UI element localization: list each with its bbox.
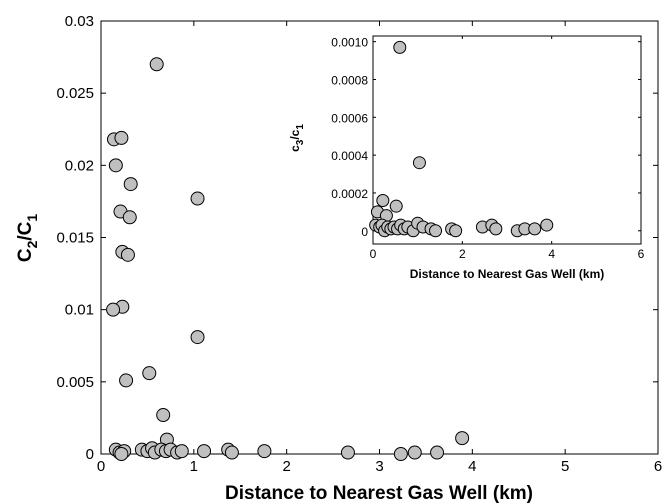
main-y-title-slash-c1: /C: [15, 221, 36, 240]
main-data-point: [224, 445, 239, 460]
inset-data-point: [540, 218, 554, 232]
main-x-tick-label: 6: [654, 458, 662, 475]
inset-y-tick-label: 0.0010: [331, 36, 368, 50]
main-data-point: [122, 210, 137, 225]
main-y-tick-label: 0.015: [56, 230, 94, 247]
main-data-point: [114, 130, 129, 145]
main-y-tick-label: 0: [86, 446, 94, 463]
inset-data-point: [376, 194, 390, 208]
main-chart: 0 1 2 3 4 5 6 0 0.005 0.01 0.015 0.02 0.025 0.03 Dis…: [15, 13, 662, 504]
main-x-tick-label: 0: [97, 458, 105, 475]
main-x-tick-labels: 0 1 2 3 4 5 6: [97, 458, 662, 475]
inset-y-axis-title: c3/c1: [288, 124, 306, 152]
main-data-point: [120, 247, 135, 262]
inset-y-tick-label: 0.0002: [331, 187, 368, 201]
inset-data-point: [528, 222, 542, 236]
inset-x-tick-label: 4: [548, 247, 555, 261]
inset-x-axis-title: Distance to Nearest Gas Well (km): [410, 267, 605, 281]
main-x-tick-label: 1: [190, 458, 198, 475]
main-y-tick-label: 0.01: [65, 302, 94, 319]
inset-y-title-sub-3: 3: [295, 139, 306, 145]
main-y-axis-title: C2/C1: [15, 214, 40, 263]
inset-data-point: [412, 156, 426, 170]
main-y-title-c2: C: [15, 248, 36, 262]
inset-y-tick-label: 0.0006: [331, 111, 368, 125]
main-x-tick-label: 4: [468, 458, 476, 475]
inset-data-point: [449, 224, 463, 238]
inset-data-point: [389, 199, 403, 213]
main-data-points: [106, 57, 470, 461]
inset-data-points: [369, 40, 554, 238]
inset-y-tick-label: 0.0004: [331, 149, 368, 163]
inset-y-tick-label: 0: [361, 225, 368, 239]
inset-chart: 0 2 4 6 0 0.0002 0.0004 0.0006 0.0008 0.0010 Dis…: [288, 35, 645, 281]
main-data-point: [114, 447, 129, 461]
main-data-point: [190, 330, 205, 345]
main-y-tick-label: 0.005: [56, 374, 94, 391]
inset-data-point: [489, 222, 503, 236]
main-x-tick-label: 3: [375, 458, 383, 475]
inset-x-tick-label: 0: [370, 247, 377, 261]
main-data-point: [119, 373, 134, 388]
main-data-point: [197, 444, 212, 459]
main-data-point: [174, 444, 189, 459]
main-data-point: [257, 444, 272, 459]
inset-tick-marks: [372, 36, 642, 244]
main-y-tick-labels: 0 0.005 0.01 0.015 0.02 0.025 0.03: [56, 13, 94, 463]
main-data-point: [106, 302, 121, 317]
main-data-point: [149, 57, 164, 72]
inset-y-title-c3: c: [288, 145, 302, 152]
main-y-tick-label: 0.025: [56, 85, 94, 102]
inset-x-tick-label: 6: [638, 247, 645, 261]
inset-data-point: [429, 224, 443, 238]
main-tick-marks: [100, 20, 659, 455]
main-x-tick-label: 5: [561, 458, 569, 475]
main-y-tick-label: 0.02: [65, 157, 94, 174]
main-y-tick-label: 0.03: [65, 13, 94, 30]
main-y-title-sub-1: 1: [24, 214, 40, 222]
main-x-axis-title: Distance to Nearest Gas Well (km): [225, 483, 533, 504]
inset-x-tick-labels: 0 2 4 6: [370, 247, 645, 261]
inset-y-title-sub-1: 1: [295, 124, 306, 130]
main-data-point: [142, 366, 157, 381]
main-data-point: [393, 447, 408, 461]
main-data-point: [455, 431, 470, 446]
main-data-point: [156, 408, 171, 423]
main-data-point: [340, 445, 355, 460]
main-data-point: [407, 445, 422, 460]
inset-y-tick-labels: 0 0.0002 0.0004 0.0006 0.0008 0.0010: [331, 36, 368, 239]
inset-data-point: [393, 40, 407, 54]
main-y-title-sub-2: 2: [24, 240, 40, 248]
main-data-point: [123, 177, 138, 192]
inset-y-title-slash-c1: /c: [288, 129, 302, 139]
main-data-point: [190, 191, 205, 206]
inset-x-tick-label: 2: [459, 247, 466, 261]
main-data-point: [108, 158, 123, 173]
inset-plot-frame: [372, 35, 642, 245]
main-data-point: [430, 445, 445, 460]
main-x-tick-label: 2: [282, 458, 290, 475]
inset-y-tick-label: 0.0008: [331, 73, 368, 87]
